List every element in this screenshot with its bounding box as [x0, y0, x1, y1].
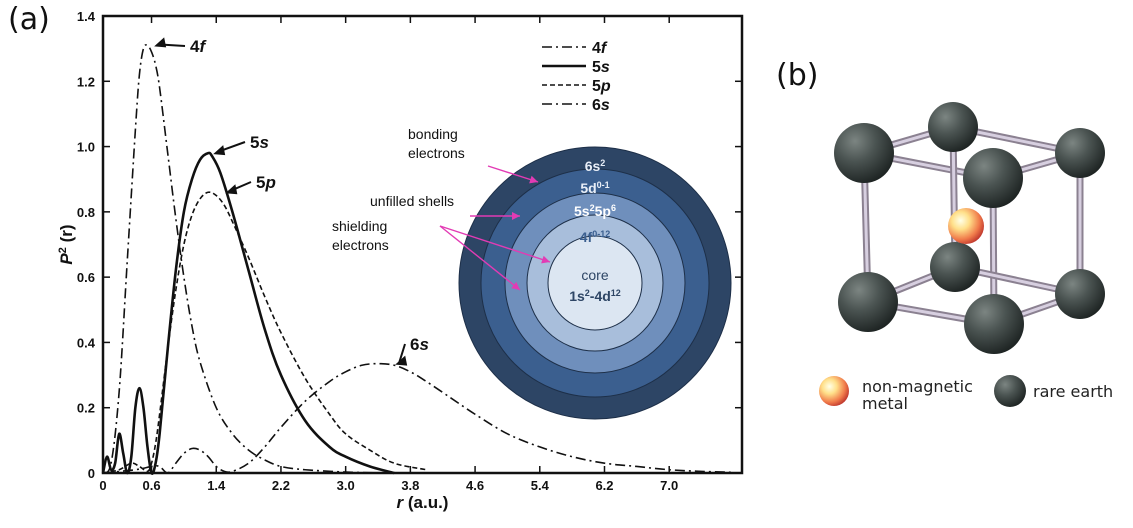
legend-label: 6s — [592, 97, 610, 114]
metal-legend-line1: non-magnetic — [862, 377, 973, 396]
crystal-structure — [834, 102, 1105, 354]
x-tick-label: 4.6 — [466, 478, 484, 493]
x-tick-label: 6.2 — [595, 478, 613, 493]
series-line-5s — [101, 151, 395, 475]
shell-ring — [547, 235, 643, 331]
rare-earth-atom — [928, 102, 978, 152]
series-line-4f — [102, 44, 387, 474]
annotation-arrowhead — [511, 281, 520, 290]
shell-label: 5d0-1 — [580, 180, 609, 196]
curve-label-6s: 6s — [410, 335, 429, 354]
metal-legend-label: non-magnetic metal — [862, 378, 973, 412]
chart-axes: 0 0.6 1.4 2.2 3.0 3.8 4.6 5.4 6.2 7.0 0 0.2 0.4 0.6 0.… — [57, 9, 744, 512]
rare-earth-atom — [930, 242, 980, 292]
legend-label: 5s — [592, 59, 610, 76]
shell-label: 4f0-12 — [580, 229, 610, 245]
metal-legend-line2: metal — [862, 394, 908, 413]
curve-label-5s: 5s — [250, 133, 269, 152]
series-line-5p — [102, 191, 427, 474]
rare-earth-legend-label: rare earth — [1033, 382, 1114, 401]
core-formula: 1s2-4d12 — [569, 288, 621, 304]
crystal-legend-icons — [819, 375, 1026, 407]
y-tick-label: 0.8 — [77, 205, 95, 220]
curve-label-arrowhead — [154, 37, 167, 48]
rare-earth-atom — [1055, 128, 1105, 178]
legend-label: 4f — [592, 40, 608, 57]
shell-annotation: unfilled shells — [370, 193, 454, 209]
plot-frame — [101, 14, 744, 475]
panel-label-a: (a) — [8, 2, 50, 37]
rare-earth-atom — [1055, 269, 1105, 319]
y-tick-label: 1.4 — [77, 9, 96, 24]
y-tick-label: 0 — [88, 466, 95, 481]
y-tick-label: 0.2 — [77, 401, 95, 416]
shell-label: 6s2 — [585, 158, 606, 174]
annotation-arrowhead — [512, 212, 520, 220]
rare-earth-atom — [963, 148, 1023, 208]
shell-annotation: bonding electrons — [408, 126, 465, 161]
series-line-6s — [102, 362, 734, 474]
annotation-arrow — [487, 165, 539, 183]
metal-atom — [948, 208, 984, 244]
rare-earth-atom — [838, 272, 898, 332]
annotation-arrowhead — [541, 255, 550, 264]
curve-label-arrow — [398, 343, 406, 363]
y-tick-label: 1.0 — [77, 140, 95, 155]
shell-annotation: shielding electrons — [332, 218, 389, 253]
x-tick-label: 5.4 — [531, 478, 550, 493]
shell-diagram: 6s2 5d0-1 5s25p6 4f0-12 core 1s2-4d12 bonding e… — [332, 126, 732, 420]
y-axis-label: P2 (r) — [57, 224, 76, 264]
curve-label-arrowhead — [225, 184, 238, 195]
core-label: core — [581, 267, 608, 283]
annotation-arrow — [439, 225, 551, 263]
metal-legend-icon — [819, 376, 849, 406]
y-tick-label: 0.4 — [77, 335, 96, 350]
curve-label-5p: 5p — [256, 173, 276, 192]
series-layer — [101, 44, 734, 475]
rare-earth-atom — [964, 294, 1024, 354]
cube-atoms — [834, 102, 1105, 354]
x-tick-label: 2.2 — [272, 478, 290, 493]
annotation-arrowhead — [529, 175, 538, 184]
panel-label-b: (b) — [776, 58, 819, 93]
x-tick-label: 7.0 — [660, 478, 678, 493]
legend-label: 5p — [592, 78, 611, 95]
radial-density-chart: 0 0.6 1.4 2.2 3.0 3.8 4.6 5.4 6.2 7.0 0 0.2 0.4 0.6 0.… — [57, 9, 744, 512]
y-tick-label: 1.2 — [77, 74, 95, 89]
x-axis-label: r (a.u.) — [397, 493, 449, 512]
x-tick-label: 0 — [99, 478, 106, 493]
shell-label: 5s25p6 — [574, 203, 616, 219]
x-tick-label: 0.6 — [142, 478, 160, 493]
x-tick-label: 3.8 — [401, 478, 419, 493]
curve-label-arrowhead — [213, 145, 226, 156]
rare-earth-legend-icon — [994, 375, 1026, 407]
curve-label-4f: 4f — [190, 37, 207, 56]
rare-earth-atom — [834, 123, 894, 183]
x-tick-label: 1.4 — [207, 478, 226, 493]
curve-label-arrowhead — [395, 355, 408, 366]
x-tick-label: 3.0 — [337, 478, 355, 493]
y-tick-label: 0.6 — [77, 270, 95, 285]
annotation-arrow — [439, 225, 521, 291]
chart-labels: 4f 5s 5p 6s 4f 5s 5p 6s — [154, 37, 611, 366]
